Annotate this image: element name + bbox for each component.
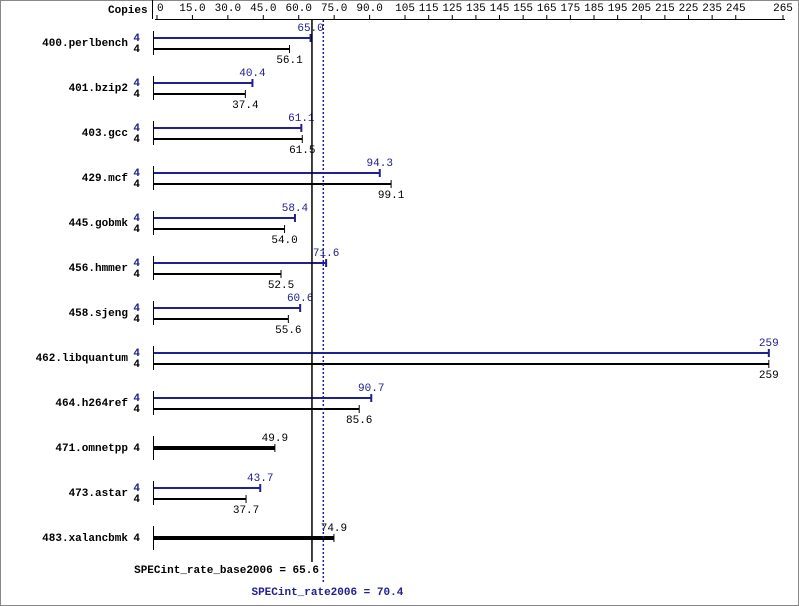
x-tick-label: 75.0: [321, 3, 347, 15]
copies-label: 4: [133, 494, 140, 506]
value-label: 71.6: [313, 248, 339, 260]
benchmark-label: 473.astar: [69, 488, 128, 500]
x-tick-label: 15.0: [179, 3, 205, 15]
value-label: 37.7: [233, 505, 259, 517]
copies-label: 4: [133, 393, 140, 405]
x-tick-label: 135: [466, 3, 486, 15]
value-label: 61.1: [288, 113, 315, 125]
value-label: 259: [759, 338, 779, 350]
copies-label: 4: [133, 44, 140, 56]
value-label: 43.7: [247, 473, 273, 485]
benchmark-label: 400.perlbench: [42, 38, 128, 50]
copies-label: 4: [133, 224, 140, 236]
benchmark-label: 445.gobmk: [69, 218, 129, 230]
copies-label: 4: [133, 443, 140, 455]
x-tick-label: 215: [655, 3, 675, 15]
copies-label: 4: [133, 404, 140, 416]
value-label: 85.6: [346, 415, 372, 427]
benchmark-label: 401.bzip2: [69, 83, 128, 95]
value-label: 56.1: [276, 55, 303, 67]
value-label: 65.0: [297, 23, 323, 35]
value-label: 259: [759, 370, 779, 382]
x-tick-label: 245: [726, 3, 746, 15]
benchmark-label: 456.hmmer: [69, 263, 128, 275]
benchmark-label: 483.xalancbmk: [42, 533, 128, 545]
x-tick-label: 105: [395, 3, 415, 15]
x-tick-label: 235: [702, 3, 722, 15]
x-tick-label: 115: [419, 3, 439, 15]
copies-header: Copies: [108, 5, 148, 17]
value-label: 40.4: [239, 68, 266, 80]
copies-label: 4: [133, 258, 140, 270]
benchmark-label: 471.omnetpp: [55, 443, 128, 455]
copies-label: 4: [133, 348, 140, 360]
copies-label: 4: [133, 89, 140, 101]
x-tick-label: 45.0: [250, 3, 276, 15]
reference-label: SPECint_rate2006 = 70.4: [251, 587, 403, 599]
x-tick-label: 225: [679, 3, 699, 15]
copies-label: 4: [133, 483, 140, 495]
copies-label: 4: [133, 168, 140, 180]
copies-label: 4: [133, 213, 140, 225]
value-label: 58.4: [282, 203, 309, 215]
copies-label: 4: [133, 533, 140, 545]
x-tick-label: 0: [157, 3, 164, 15]
value-label: 37.4: [232, 100, 259, 112]
benchmark-label: 458.sjeng: [69, 308, 128, 320]
value-label: 90.7: [358, 383, 384, 395]
x-tick-label: 155: [513, 3, 533, 15]
value-label: 74.9: [321, 523, 347, 535]
value-label: 61.5: [289, 145, 315, 157]
copies-label: 4: [133, 123, 140, 135]
copies-label: 4: [133, 359, 140, 371]
x-tick-label: 165: [537, 3, 557, 15]
x-tick-label: 30.0: [215, 3, 241, 15]
value-label: 49.9: [262, 433, 288, 445]
benchmark-label: 462.libquantum: [36, 353, 129, 365]
x-tick-label: 265: [773, 3, 793, 15]
x-tick-label: 90.0: [356, 3, 382, 15]
value-label: 55.6: [275, 325, 301, 337]
x-tick-label: 205: [631, 3, 651, 15]
copies-label: 4: [133, 134, 140, 146]
copies-label: 4: [133, 303, 140, 315]
value-label: 60.6: [287, 293, 313, 305]
value-label: 99.1: [378, 190, 405, 202]
copies-label: 4: [133, 33, 140, 45]
x-tick-label: 145: [490, 3, 510, 15]
x-tick-label: 175: [560, 3, 580, 15]
value-label: 52.5: [268, 280, 294, 292]
x-tick-label: 60.0: [286, 3, 312, 15]
copies-label: 4: [133, 314, 140, 326]
reference-label: SPECint_rate_base2006 = 65.6: [134, 565, 319, 577]
value-label: 54.0: [271, 235, 297, 247]
copies-label: 4: [133, 78, 140, 90]
copies-label: 4: [133, 179, 140, 191]
x-tick-label: 195: [608, 3, 628, 15]
copies-label: 4: [133, 269, 140, 281]
benchmark-label: 403.gcc: [82, 128, 128, 140]
x-tick-label: 125: [442, 3, 462, 15]
value-label: 94.3: [367, 158, 393, 170]
x-tick-label: 185: [584, 3, 604, 15]
benchmark-label: 464.h264ref: [55, 398, 128, 410]
benchmark-label: 429.mcf: [82, 173, 129, 185]
